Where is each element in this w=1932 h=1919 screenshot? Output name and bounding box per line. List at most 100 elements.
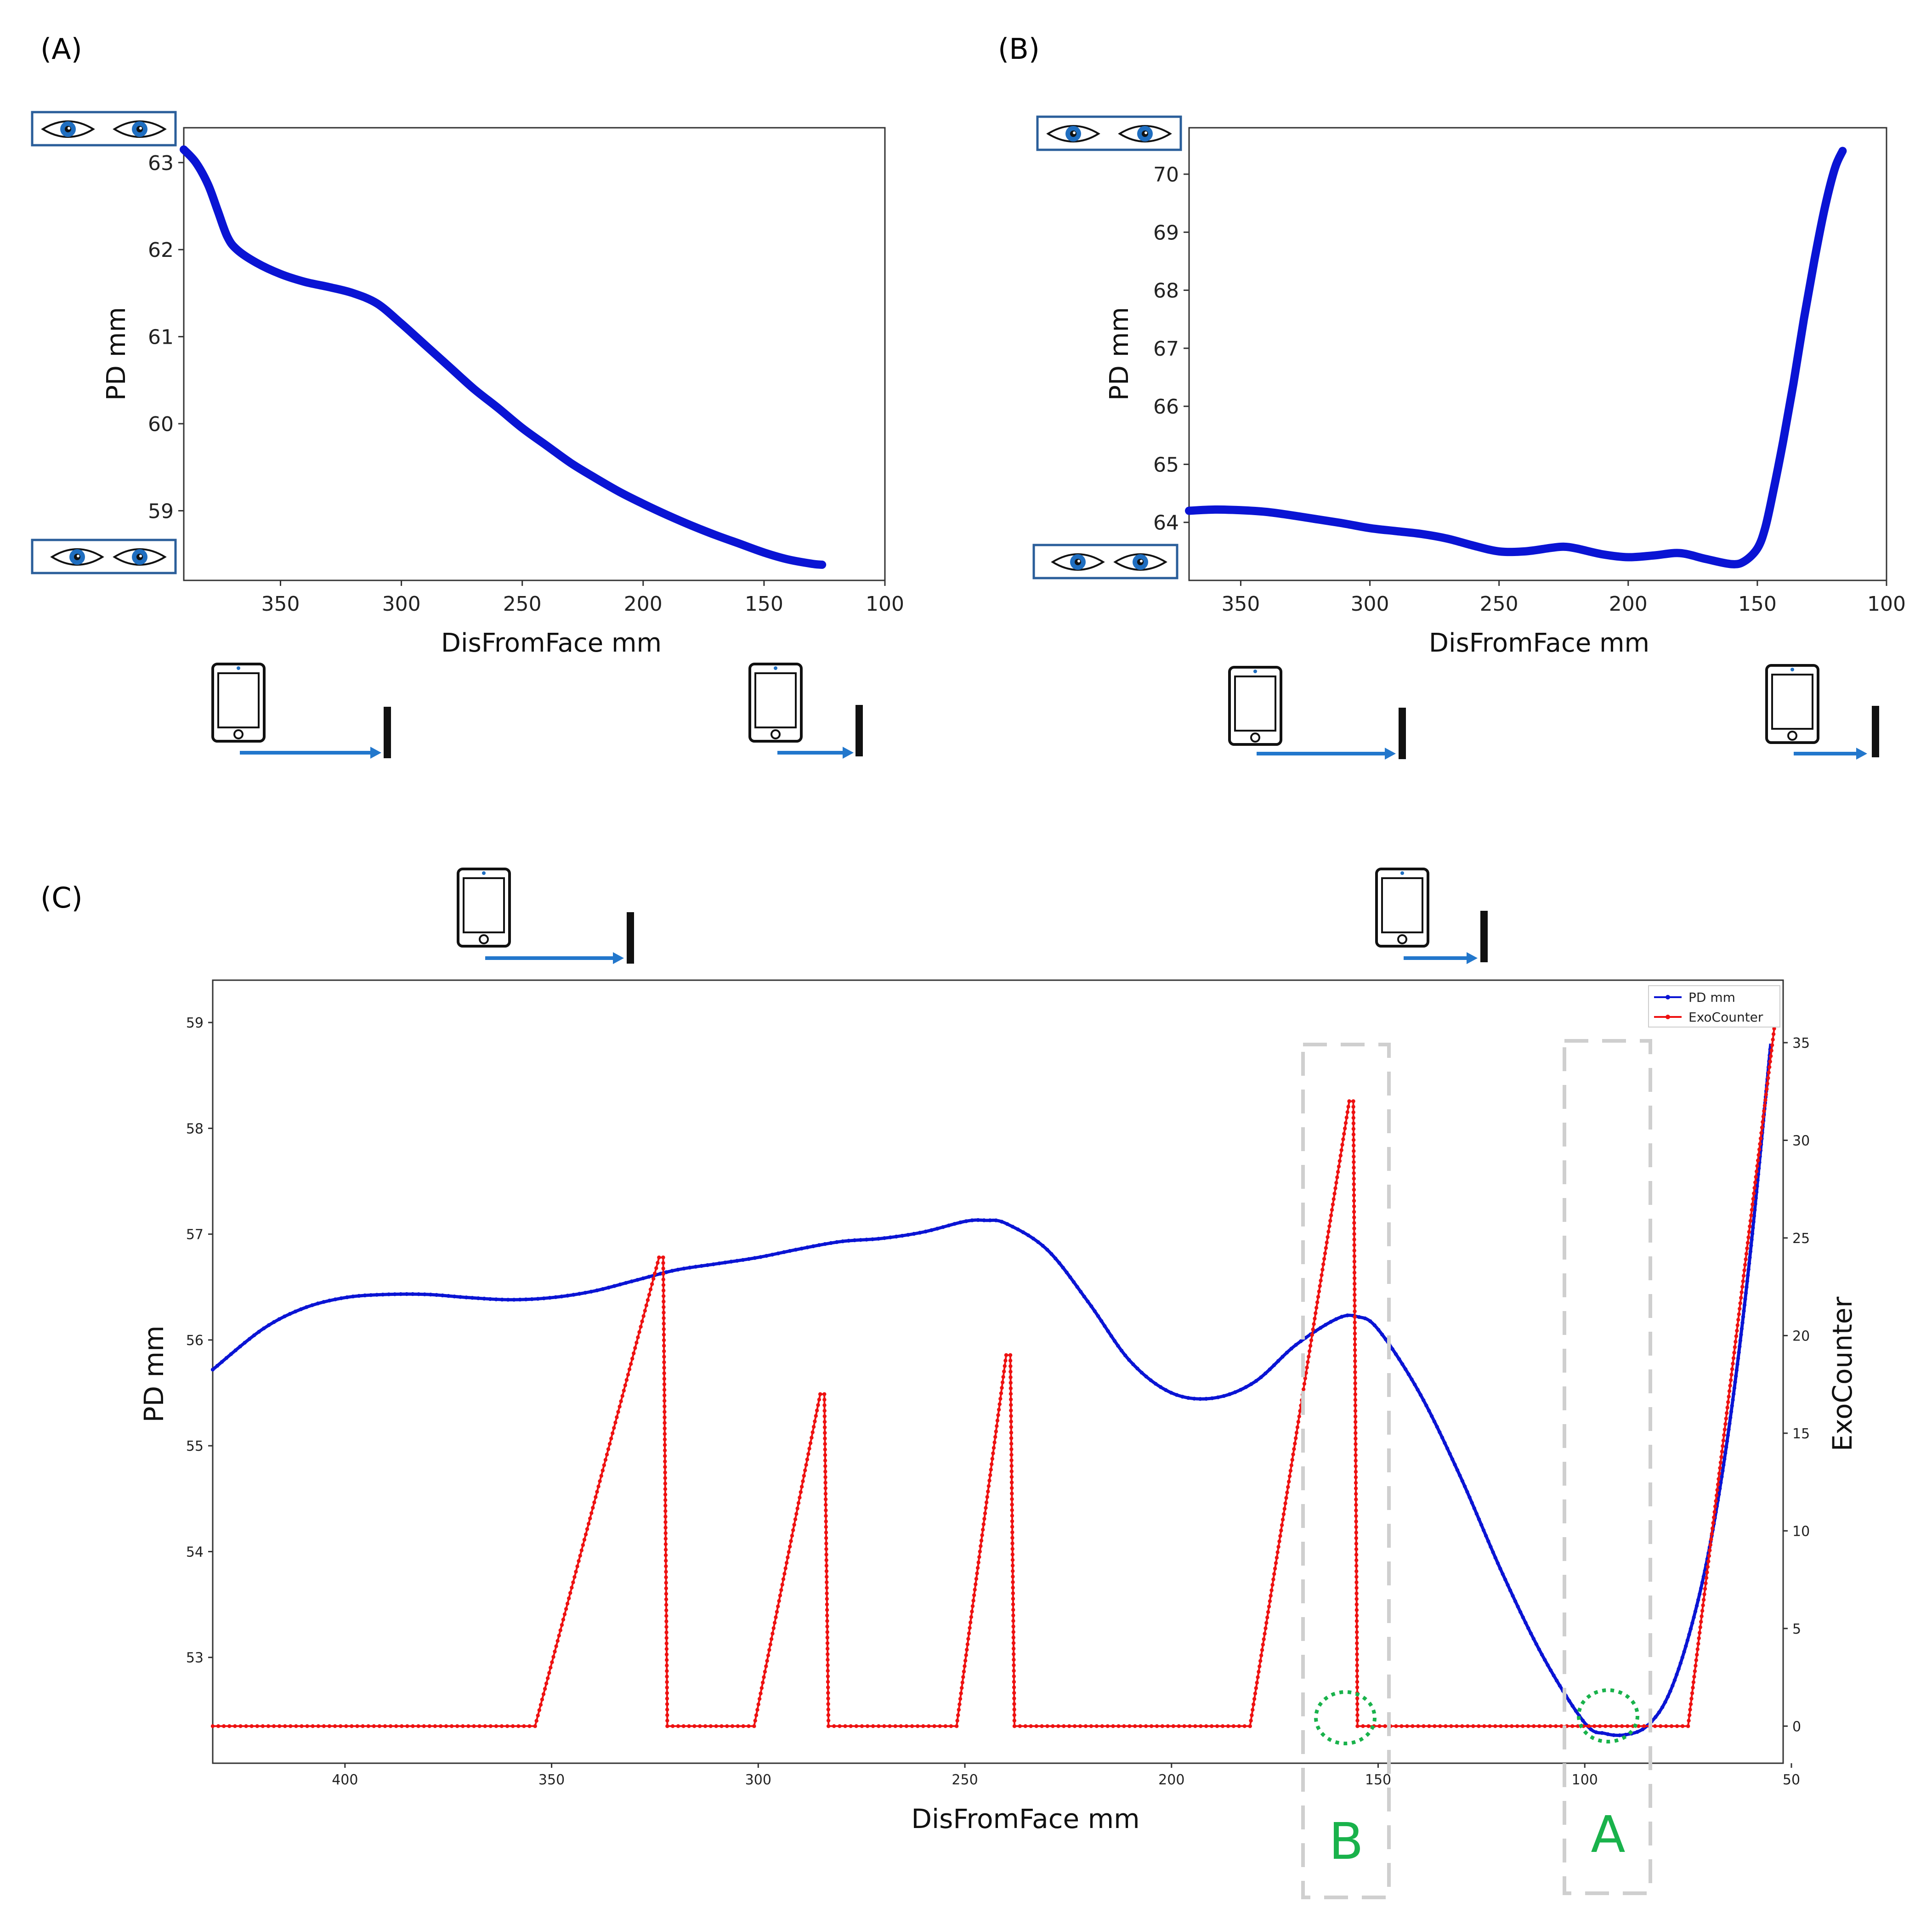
exo-point — [1320, 1267, 1325, 1272]
exo-point — [1353, 1315, 1357, 1319]
exo-point — [988, 1473, 992, 1477]
exo-point — [1308, 1349, 1312, 1353]
exo-point — [1011, 1585, 1015, 1590]
y-axis-label-c: PD mm — [138, 1325, 170, 1422]
exo-point — [1160, 1724, 1165, 1728]
exo-point — [661, 1261, 665, 1265]
x-tick-label: 350 — [261, 592, 300, 616]
exo-point — [560, 1623, 564, 1627]
exo-point — [1383, 1724, 1387, 1728]
exo-point — [787, 1550, 791, 1554]
pd-point — [1435, 1425, 1439, 1429]
exo-point — [244, 1724, 248, 1728]
exo-point — [1637, 1724, 1641, 1728]
exo-point — [1354, 1431, 1358, 1435]
y-tick-label: 60 — [148, 413, 174, 436]
exo-point — [799, 1485, 804, 1489]
exo-point — [630, 1357, 635, 1361]
exo-point — [663, 1504, 668, 1508]
exo-point — [1351, 1121, 1356, 1125]
panel-label-c: (C) — [40, 881, 83, 914]
y-tick-label: 64 — [1153, 511, 1179, 535]
exo-point — [1009, 1436, 1014, 1440]
exo-point — [1757, 1147, 1762, 1152]
exo-point — [1320, 1273, 1324, 1277]
x-tick-label: 250 — [1480, 592, 1518, 616]
exo-point — [1010, 1552, 1014, 1556]
exo-point — [1105, 1724, 1110, 1728]
y-right-tick-label: 10 — [1792, 1523, 1810, 1539]
exo-point — [762, 1675, 766, 1679]
exo-point — [1267, 1604, 1271, 1609]
exo-point — [662, 1333, 666, 1337]
exo-point — [449, 1724, 454, 1728]
exo-point — [494, 1724, 499, 1728]
exo-point — [826, 1658, 830, 1662]
y-tick-label: 68 — [1153, 279, 1179, 303]
exo-point — [648, 1287, 653, 1292]
exo-point — [606, 1447, 611, 1451]
exo-point — [1704, 1576, 1709, 1580]
exo-point — [824, 1569, 829, 1573]
exo-point — [1708, 1548, 1712, 1552]
legend-item-exo: ExoCounter — [1654, 1010, 1763, 1025]
exo-point — [1354, 1547, 1359, 1551]
pd-point — [554, 1295, 558, 1299]
exo-point — [1353, 1359, 1357, 1363]
exo-point — [1732, 1351, 1736, 1355]
pd-point — [1728, 1421, 1732, 1425]
exo-point — [1353, 1392, 1357, 1397]
pd-point — [1548, 1668, 1553, 1672]
pd-point — [1739, 1327, 1744, 1331]
exo-point — [1279, 1528, 1283, 1533]
exo-point — [1355, 1674, 1359, 1679]
exo-point — [1735, 1329, 1739, 1333]
exo-point — [405, 1724, 409, 1728]
exo-point — [1598, 1724, 1602, 1728]
exo-point — [978, 1550, 982, 1554]
exo-point — [366, 1724, 370, 1728]
pd-point — [1096, 1314, 1100, 1318]
exo-point — [1354, 1425, 1358, 1430]
exo-point — [1011, 1569, 1015, 1573]
exo-point — [1023, 1724, 1027, 1728]
pd-point — [835, 1240, 839, 1244]
exo-point — [826, 1669, 830, 1673]
exo-point — [815, 1408, 819, 1413]
exo-point — [662, 1311, 666, 1315]
exo-point — [661, 1255, 665, 1260]
exo-point — [582, 1538, 587, 1542]
exo-point — [1526, 1724, 1530, 1728]
exo-point — [1355, 1669, 1359, 1673]
pd-point — [693, 1265, 698, 1269]
pd-point — [1390, 1347, 1394, 1351]
exo-point — [1455, 1724, 1459, 1728]
exo-point — [537, 1708, 542, 1712]
exo-point — [1285, 1490, 1289, 1494]
pd-point — [1654, 1715, 1658, 1719]
pd-point — [1694, 1604, 1699, 1608]
exo-point — [1254, 1686, 1258, 1690]
pd-point — [1440, 1436, 1445, 1440]
pd-point — [1455, 1468, 1460, 1472]
exo-point — [650, 1282, 654, 1286]
exo-point — [623, 1383, 628, 1387]
pd-point — [882, 1236, 887, 1240]
exo-point — [1302, 1382, 1307, 1386]
phone-icon — [750, 664, 801, 741]
pd-point — [1752, 1214, 1756, 1218]
exo-point — [1354, 1569, 1359, 1573]
exo-point — [1352, 1143, 1356, 1147]
exo-point — [558, 1628, 563, 1632]
exo-point — [1314, 1311, 1318, 1315]
pd-point — [1383, 1337, 1388, 1341]
exo-point — [663, 1443, 667, 1447]
pd-point — [345, 1295, 349, 1300]
exo-point — [823, 1453, 827, 1457]
barrier-icon — [856, 705, 863, 756]
pd-point — [1406, 1372, 1411, 1376]
exo-point — [1003, 1364, 1007, 1368]
exo-point — [786, 1555, 790, 1560]
pd-point — [518, 1297, 522, 1302]
pd-point — [1372, 1323, 1377, 1328]
